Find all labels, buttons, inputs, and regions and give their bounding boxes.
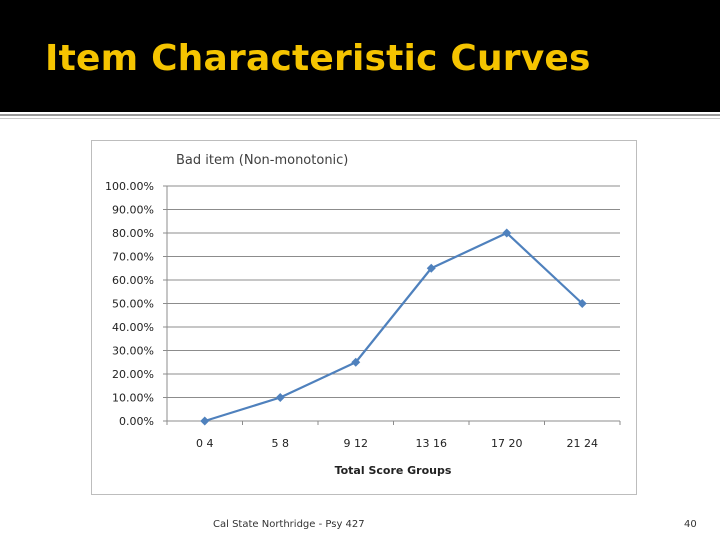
data-point-marker: [502, 228, 512, 238]
chart-container: Bad item (Non-monotonic) 0.00% 10.00% 20.0…: [91, 140, 637, 495]
chart-title: Bad item (Non-monotonic): [176, 153, 348, 168]
series-line: [204, 231, 584, 423]
data-point-marker: [200, 416, 210, 426]
y-tick-label: 30.00%: [112, 345, 154, 358]
data-point-marker: [577, 299, 587, 308]
x-tick-label: 9 12: [344, 437, 369, 450]
y-tick-label: 60.00%: [112, 274, 154, 287]
y-tick-label: 90.00%: [112, 204, 154, 217]
x-tick-label: 0 4: [196, 437, 214, 450]
y-tick-label: 0.00%: [119, 415, 154, 428]
slide-title: Item Characteristic Curves: [45, 38, 591, 79]
footer-text: Cal State Northridge - Psy 427: [213, 519, 365, 530]
y-tick-label: 80.00%: [112, 227, 154, 240]
x-tick-label: 17 20: [491, 437, 523, 450]
x-tick-label: 5 8: [272, 437, 290, 450]
line-chart: Bad item (Non-monotonic) 0.00% 10.00% 20.0…: [105, 153, 621, 477]
x-tick-label: 13 16: [416, 437, 448, 450]
x-tick-label: 21 24: [567, 437, 599, 450]
y-tick-label: 70.00%: [112, 251, 154, 264]
y-tick-label: 10.00%: [112, 392, 154, 405]
y-tick-label: 20.00%: [112, 368, 154, 381]
data-point-marker: [275, 393, 285, 402]
data-point-marker: [426, 263, 436, 273]
page-number: 40: [684, 519, 697, 530]
title-bar: Item Characteristic Curves: [0, 0, 720, 112]
divider-line: [0, 114, 720, 116]
y-tick-label: 40.00%: [112, 321, 154, 334]
data-point-marker: [351, 357, 361, 367]
y-tick-label: 50.00%: [112, 298, 154, 311]
y-tick-label: 100.00%: [105, 180, 154, 193]
divider-line-thin: [0, 118, 720, 119]
x-axis-title: Total Score Groups: [335, 464, 452, 477]
